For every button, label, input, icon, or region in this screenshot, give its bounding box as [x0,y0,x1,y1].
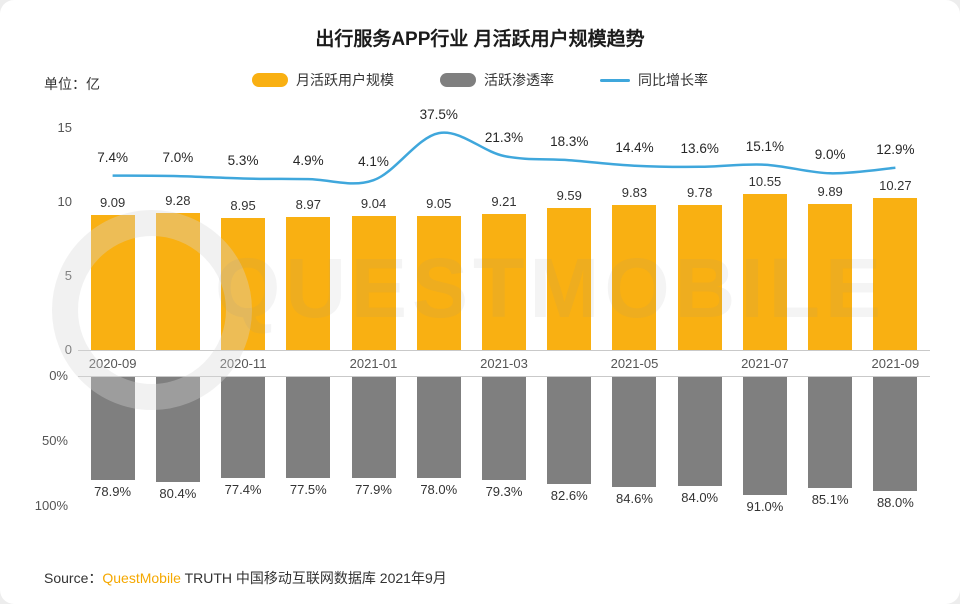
penetration-value-label: 82.6% [550,488,588,504]
growth-rate-label: 37.5% [419,107,458,123]
mau-value-label: 9.78 [687,185,713,201]
mau-value-label: 9.28 [165,192,191,208]
growth-rate-label: 4.1% [358,154,389,170]
mau-value-label: 10.55 [748,173,782,189]
mau-axis-tick: 5 [64,268,72,283]
penetration-value-label: 84.0% [681,490,719,506]
penetration-value-label: 77.4% [224,481,262,497]
penetration-bar [286,377,331,478]
mau-value-label: 9.89 [817,183,843,199]
growth-rate-label: 12.9% [876,141,915,157]
mau-axis-tick: 10 [57,194,72,209]
penetration-axis-tick: 100% [34,498,68,513]
mau-value-label: 9.09 [99,195,126,211]
x-axis-tick: 2020-11 [219,356,267,371]
growth-rate-label: 14.4% [615,139,654,155]
mau-bar [873,198,918,350]
mau-bar [547,208,592,350]
mau-axis-tick: 0 [64,342,72,357]
mau-axis-tick: 15 [57,120,72,135]
growth-rate-label: 5.3% [227,152,259,168]
mau-value-label: 9.59 [556,188,582,204]
mau-value-label: 9.05 [426,196,452,212]
penetration-bar [351,377,396,479]
penetration-value-label: 77.9% [355,482,392,498]
mau-value-label: 9.21 [491,193,517,209]
penetration-bar [416,377,461,479]
mau-bar [221,217,266,350]
mau-bar [742,193,787,350]
growth-rate-label: 13.6% [680,140,719,156]
penetration-bar [482,377,526,481]
penetration-axis-tick: 50% [41,433,68,448]
growth-rate-label: 7.4% [97,149,128,165]
penetration-value-label: 85.1% [811,491,849,507]
mau-bar [90,215,135,350]
penetration-bar [873,377,918,492]
penetration-axis-line [78,376,930,377]
growth-rate-label: 18.3% [550,134,589,150]
x-axis-tick: 2021-05 [610,356,659,371]
mau-value-label: 9.83 [621,184,648,200]
growth-rate-label: 9.0% [814,147,846,163]
penetration-bar [612,377,657,487]
penetration-value-label: 88.0% [876,495,914,511]
mau-bar [612,204,657,350]
legend: 月活跃用户规模 活跃渗透率 同比增长率 [0,70,960,90]
source-suffix: TRUTH 中国移动互联网数据库 2021年9月 [180,570,447,586]
penetration-value-label: 77.5% [289,481,327,497]
mau-value-label: 9.04 [360,196,387,212]
penetration-bar [155,377,200,482]
penetration-bar [221,377,266,478]
growth-rate-label: 15.1% [745,138,785,154]
penetration-bar [547,377,592,485]
x-axis-tick: 2021-01 [349,356,398,371]
penetration-value-label: 84.6% [616,490,653,506]
mau-bar [808,203,853,350]
penetration-bar [90,377,135,480]
source-prefix: Source： [44,570,103,586]
legend-label: 同比增长率 [638,72,708,88]
mau-bar [351,216,396,350]
x-axis-tick: 2020-09 [88,356,137,371]
mau-value-label: 10.27 [879,178,912,193]
legend-item-2: 同比增长率 [600,70,708,90]
penetration-value-label: 79.3% [485,484,523,500]
legend-bar-swatch [252,73,288,87]
penetration-axis-tick: 0% [49,368,68,383]
legend-bar-swatch [440,73,476,87]
penetration-value-label: 80.4% [159,485,197,501]
penetration-bar [677,377,722,487]
penetration-bar [808,377,853,488]
legend-line-swatch [600,78,630,82]
chart-title: 出行服务APP行业 月活跃用户规模趋势 [315,29,645,50]
legend-item-1: 活跃渗透率 [440,70,554,90]
growth-rate-label: 7.0% [162,150,194,166]
mau-bar [677,205,722,350]
legend-label: 月活跃用户规模 [296,72,394,88]
mau-bar [482,213,526,350]
x-axis-tick: 2021-07 [741,356,789,371]
mau-value-label: 8.97 [295,197,321,213]
mau-bar [416,216,461,350]
unit-label: 单位：亿 [44,76,100,92]
penetration-value-label: 78.9% [94,483,132,499]
growth-rate-label: 21.3% [484,129,524,145]
mau-bar [286,217,331,350]
legend-item-0: 月活跃用户规模 [252,70,394,90]
x-axis-line [78,350,930,351]
mau-value-label: 8.95 [230,197,256,213]
penetration-bar [742,377,787,496]
x-axis-tick: 2021-09 [871,356,920,371]
legend-label: 活跃渗透率 [484,72,554,88]
source-line: Source：QuestMobile TRUTH 中国移动互联网数据库 2021… [44,568,447,588]
growth-rate-label: 4.9% [292,153,324,169]
penetration-value-label: 78.0% [420,482,458,498]
x-axis-tick: 2021-03 [480,356,528,371]
mau-bar [155,212,200,350]
penetration-value-label: 91.0% [746,499,784,515]
source-brand: QuestMobile [102,570,181,586]
